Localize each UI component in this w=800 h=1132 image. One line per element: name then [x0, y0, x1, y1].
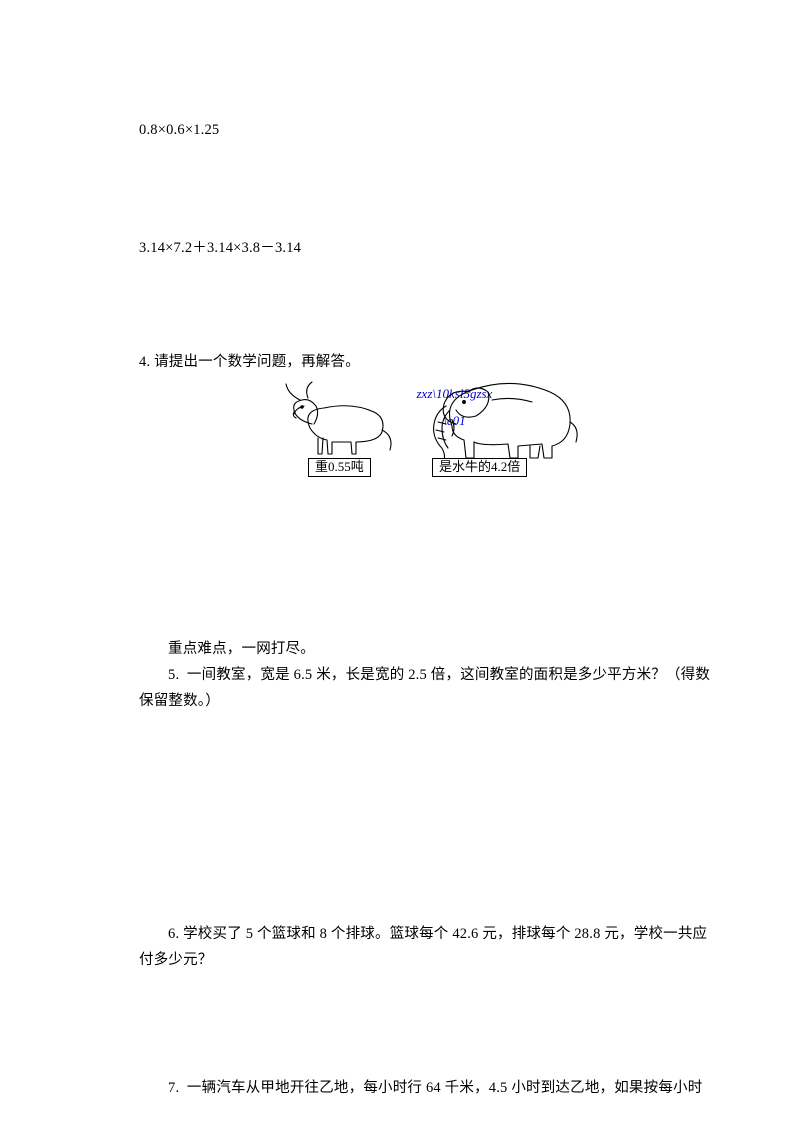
buffalo-drawing: [282, 380, 402, 465]
question-5-line2: 保留整数。）: [139, 689, 220, 710]
buffalo-caption-text: 重0.55吨: [315, 459, 364, 474]
elephant-caption-box: 是水牛的4.2倍: [432, 458, 527, 477]
question-4-text: 4. 请提出一个数学问题，再解答。: [139, 350, 360, 371]
page: 0.8×0.6×1.25 3.14×7.2＋3.14×3.8－3.14 4. 请…: [0, 0, 800, 1132]
question-6-line1: 6. 学校买了 5 个篮球和 8 个排球。篮球每个 42.6 元，排球每个 28…: [168, 922, 707, 943]
illustration: zxz\10ksl5gzsx \c01: [302, 370, 552, 480]
buffalo-caption-box: 重0.55吨: [308, 458, 371, 477]
expression-1: 0.8×0.6×1.25: [139, 122, 219, 139]
elephant-drawing: [422, 366, 580, 469]
elephant-caption-text: 是水牛的4.2倍: [439, 459, 520, 474]
section-hint: 重点难点，一网打尽。: [168, 637, 315, 658]
question-7-line1: 7. 一辆汽车从甲地开往乙地，每小时行 64 千米，4.5 小时到达乙地，如果按…: [168, 1076, 702, 1097]
question-5-line1: 5. 一间教室，宽是 6.5 米，长是宽的 2.5 倍，这间教室的面积是多少平方…: [168, 663, 710, 684]
question-6-line2: 付多少元？: [139, 948, 213, 969]
expression-2: 3.14×7.2＋3.14×3.8－3.14: [139, 236, 301, 257]
